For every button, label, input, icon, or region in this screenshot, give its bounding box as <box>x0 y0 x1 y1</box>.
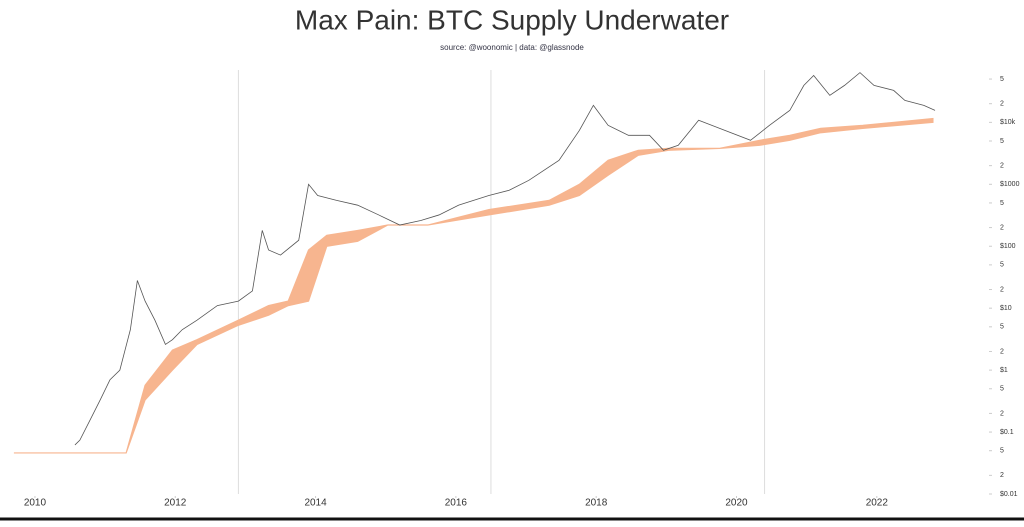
y-tick-label: 5 <box>1000 448 1004 455</box>
y-tick-label: 2 <box>1000 286 1004 293</box>
y-tick-label: $1000 <box>1000 181 1020 188</box>
y-tick-label: $0.1 <box>1000 429 1014 436</box>
x-tick-label: 2020 <box>725 498 748 509</box>
y-tick-label: 5 <box>1000 200 1004 207</box>
underwater-band <box>13 117 934 454</box>
y-tick-label: 2 <box>1000 224 1004 231</box>
y-tick-label: 2 <box>1000 101 1004 108</box>
y-tick-label: 2 <box>1000 162 1004 169</box>
y-tick-label: 2 <box>1000 410 1004 417</box>
y-tick-label: $10k <box>1000 119 1016 126</box>
y-tick-label: $1 <box>1000 367 1008 374</box>
y-tick-label: 5 <box>1000 324 1004 331</box>
x-tick-label: 2022 <box>866 498 889 509</box>
y-tick-label: 5 <box>1000 138 1004 145</box>
y-tick-label: 2 <box>1000 348 1004 355</box>
price-line <box>74 72 936 446</box>
y-tick-label: $100 <box>1000 243 1016 250</box>
y-tick-label: 5 <box>1000 76 1004 83</box>
y-tick-label: 5 <box>1000 262 1004 269</box>
y-tick-label: 2 <box>1000 472 1004 479</box>
x-tick-label: 2016 <box>445 498 468 509</box>
y-tick-label: $0.01 <box>1000 491 1018 498</box>
chart-subtitle: source: @woonomic | data: @glassnode <box>440 43 584 52</box>
x-tick-label: 2018 <box>585 498 608 509</box>
y-tick-label: $10 <box>1000 305 1012 312</box>
x-tick-label: 2012 <box>164 498 187 509</box>
y-tick-label: 5 <box>1000 386 1004 393</box>
x-tick-label: 2010 <box>24 498 47 509</box>
x-tick-label: 2014 <box>304 498 327 509</box>
chart-title: Max Pain: BTC Supply Underwater <box>295 4 729 35</box>
